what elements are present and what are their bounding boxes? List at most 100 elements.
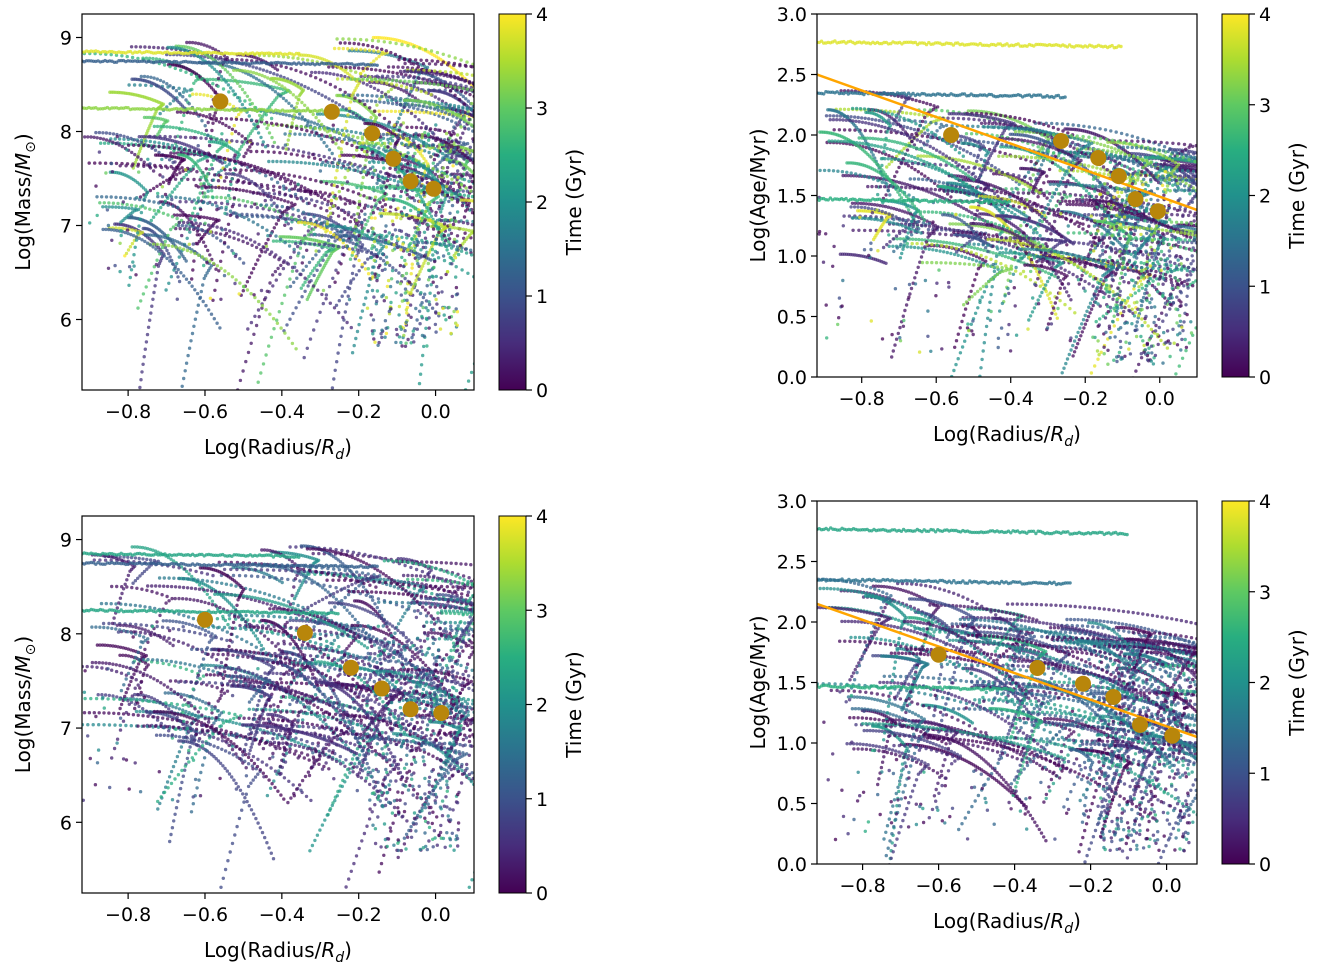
colorbar-tick-label: 3 bbox=[1259, 95, 1271, 117]
colorbar-label: Time (Gyr) bbox=[1285, 629, 1309, 736]
colorbar-tick-label: 4 bbox=[536, 506, 548, 528]
y-tick-label: 6 bbox=[60, 310, 72, 332]
y-tick-label: 7 bbox=[60, 216, 72, 238]
y-tick-label: 8 bbox=[60, 624, 72, 646]
colorbar-tick-label: 2 bbox=[1259, 186, 1271, 208]
particle-scatter bbox=[80, 544, 752, 964]
y-tick-label: 0.0 bbox=[777, 367, 807, 389]
y-tick-label: 3.0 bbox=[777, 491, 807, 513]
binned-point bbox=[1132, 717, 1148, 733]
y-tick-label: 2.0 bbox=[777, 612, 807, 634]
y-tick-label: 1.0 bbox=[777, 733, 807, 755]
x-tick-label: 0.0 bbox=[1151, 875, 1181, 897]
colorbar-label: Time (Gyr) bbox=[1285, 142, 1309, 249]
x-tick-label: 0.0 bbox=[1145, 388, 1175, 410]
colorbar-tick-label: 4 bbox=[1259, 491, 1271, 513]
colorbar-tick-label: 1 bbox=[1259, 276, 1271, 298]
x-tick-label: −0.6 bbox=[182, 904, 228, 926]
binned-point bbox=[297, 625, 313, 641]
x-tick-label: 0.0 bbox=[420, 401, 450, 423]
y-tick-label: 7 bbox=[60, 718, 72, 740]
binned-point bbox=[212, 93, 228, 109]
y-tick-label: 0.5 bbox=[777, 307, 807, 329]
y-axis-label: Log(Age/Myr) bbox=[746, 615, 770, 749]
y-tick-label: 1.5 bbox=[777, 186, 807, 208]
colorbar-tick-label: 2 bbox=[536, 695, 548, 717]
binned-point bbox=[364, 125, 380, 141]
colorbar-tick-label: 1 bbox=[536, 789, 548, 811]
binned-point bbox=[1105, 689, 1121, 705]
binned-point bbox=[343, 660, 359, 676]
colorbar-tick-label: 0 bbox=[1259, 854, 1271, 876]
colorbar-tick-label: 3 bbox=[1259, 582, 1271, 604]
panel-bottom-right: −0.8 −0.6 −0.4 −0.2 0.00.00.51.01.52.02.53.0… bbox=[746, 491, 1321, 937]
particle-scatter bbox=[80, 36, 740, 485]
binned-point bbox=[943, 127, 959, 143]
colorbar-gradient bbox=[499, 516, 526, 893]
x-axis-label: Log(Radius/Rd) bbox=[933, 909, 1081, 937]
y-tick-label: 0.5 bbox=[777, 794, 807, 816]
y-tick-label: 1.5 bbox=[777, 673, 807, 695]
y-tick-label: 2.5 bbox=[777, 65, 807, 87]
colorbar-gradient bbox=[1222, 14, 1249, 377]
binned-point bbox=[1150, 203, 1166, 219]
binned-point bbox=[197, 612, 213, 628]
binned-point bbox=[1029, 660, 1045, 676]
x-tick-label: −0.4 bbox=[259, 401, 305, 423]
y-tick-label: 3.0 bbox=[777, 4, 807, 26]
binned-point bbox=[931, 647, 947, 663]
colorbar-tick-label: 0 bbox=[1259, 367, 1271, 389]
binned-point bbox=[374, 681, 390, 697]
y-tick-label: 1.0 bbox=[777, 246, 807, 268]
y-tick-label: 9 bbox=[60, 28, 72, 50]
binned-point bbox=[426, 181, 442, 197]
x-axis-label: Log(Radius/Rd) bbox=[204, 435, 352, 463]
x-axis-label: Log(Radius/Rd) bbox=[933, 422, 1081, 450]
binned-point bbox=[433, 705, 449, 721]
colorbar-tick-label: 2 bbox=[536, 192, 548, 214]
x-tick-label: −0.2 bbox=[1068, 875, 1114, 897]
x-tick-label: −0.4 bbox=[988, 388, 1034, 410]
colorbar-tick-label: 0 bbox=[536, 883, 548, 905]
colorbar-tick-label: 4 bbox=[536, 4, 548, 26]
x-tick-label: −0.8 bbox=[105, 401, 151, 423]
binned-point bbox=[403, 173, 419, 189]
panel-bottom-left: −0.8 −0.6 −0.4 −0.2 0.06789Log(Radius/Rd)Log… bbox=[11, 506, 752, 966]
binned-point bbox=[1128, 191, 1144, 207]
x-tick-label: −0.6 bbox=[182, 401, 228, 423]
y-tick-label: 6 bbox=[60, 812, 72, 834]
x-axis-label: Log(Radius/Rd) bbox=[204, 938, 352, 966]
binned-point bbox=[1090, 150, 1106, 166]
colorbar-tick-label: 0 bbox=[536, 380, 548, 402]
y-axis-label: Log(Age/Myr) bbox=[746, 128, 770, 262]
colorbar-gradient bbox=[1222, 501, 1249, 864]
x-tick-label: −0.4 bbox=[992, 875, 1038, 897]
colorbar-gradient bbox=[499, 14, 526, 390]
x-tick-label: −0.2 bbox=[336, 904, 382, 926]
x-tick-label: −0.2 bbox=[336, 401, 382, 423]
y-axis-label: Log(Mass/M⊙) bbox=[11, 133, 39, 270]
y-axis-label: Log(Mass/M⊙) bbox=[11, 636, 39, 773]
x-tick-label: −0.2 bbox=[1062, 388, 1108, 410]
panel-top-left: −0.8 −0.6 −0.4 −0.2 0.0 6 7 8 9 Log(Radius/Rd) Log… bbox=[11, 4, 740, 484]
colorbar-tick-label: 1 bbox=[536, 286, 548, 308]
colorbar-tick-label: 3 bbox=[536, 600, 548, 622]
y-tick-label: 8 bbox=[60, 122, 72, 144]
binned-point bbox=[1053, 133, 1069, 149]
binned-point bbox=[403, 701, 419, 717]
colorbar-tick-label: 3 bbox=[536, 98, 548, 120]
binned-point bbox=[1075, 676, 1091, 692]
colorbar: 0 1 2 3 4 Time (Gyr) bbox=[499, 506, 586, 905]
binned-point bbox=[1164, 728, 1180, 744]
colorbar-label: Time (Gyr) bbox=[562, 651, 586, 758]
colorbar-tick-label: 2 bbox=[1259, 673, 1271, 695]
x-tick-label: −0.8 bbox=[105, 904, 151, 926]
binned-point bbox=[385, 151, 401, 167]
x-tick-label: −0.6 bbox=[916, 875, 962, 897]
binned-point bbox=[1111, 168, 1127, 184]
y-tick-label: 2.0 bbox=[777, 125, 807, 147]
